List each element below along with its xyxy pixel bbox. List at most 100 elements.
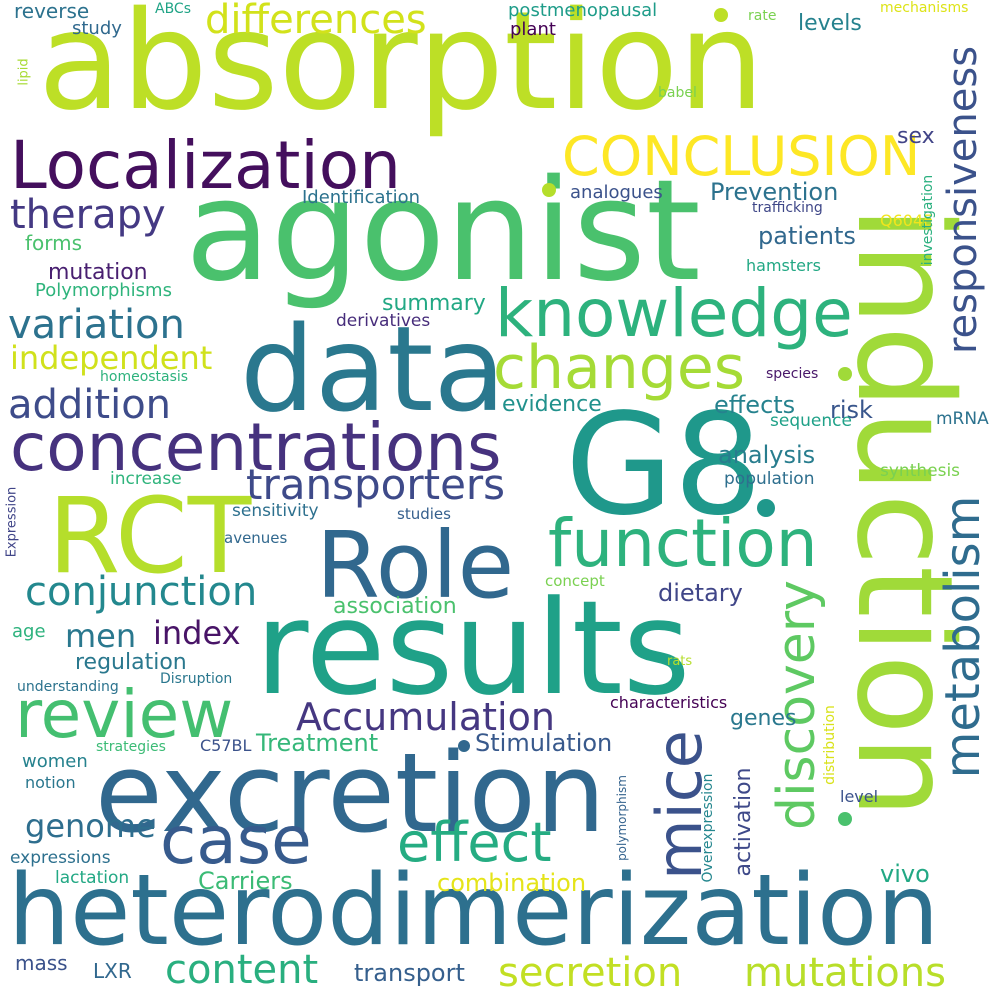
word-q604e: Q604E: [880, 211, 934, 230]
word-summary: summary: [382, 291, 486, 316]
word-sensitivity: sensitivity: [232, 501, 319, 521]
word-forms: forms: [25, 231, 83, 255]
word-notion: notion: [25, 773, 76, 792]
dot-agonist: [838, 812, 852, 826]
word-heterodimerization: heterodimerization: [8, 854, 940, 968]
word-genes: genes: [730, 706, 797, 731]
word-regulation: regulation: [75, 650, 187, 675]
word-identification: Identification: [302, 187, 421, 208]
word-distribution: distribution: [822, 705, 838, 785]
word-rats: rats: [667, 654, 693, 669]
word-transporters: transporters: [246, 460, 506, 509]
word-strategies: strategies: [96, 739, 166, 755]
word-sequence: sequence: [770, 411, 852, 431]
word-disruption: Disruption: [160, 671, 233, 687]
word-rct: RCT: [48, 475, 252, 597]
word-combination: combination: [437, 869, 587, 897]
dot-g8: [757, 499, 775, 517]
word-addition: addition: [8, 382, 172, 428]
word-reverse: reverse: [14, 0, 90, 23]
word-function: function: [548, 505, 818, 582]
word-therapy: therapy: [10, 192, 166, 238]
word-plant: plant: [510, 19, 556, 40]
word-review: review: [15, 676, 234, 753]
word-c57bl: C57BL: [200, 736, 252, 755]
word-polymorphisms: Polymorphisms: [35, 280, 172, 301]
word-agonist: agonist: [185, 150, 701, 313]
word-metabolism: metabolism: [935, 495, 991, 779]
dot-absorption: [714, 8, 728, 22]
word-dietary: dietary: [658, 579, 743, 607]
word-level: level: [840, 787, 879, 806]
word-responsiveness: responsiveness: [940, 45, 986, 355]
word-conclusion: CONCLUSION: [562, 125, 921, 188]
word-rate: rate: [748, 8, 777, 24]
word-studies: studies: [397, 505, 451, 523]
word-risk: risk: [830, 396, 873, 424]
word-study: study: [72, 18, 122, 39]
word-data: data: [240, 300, 506, 438]
word-index: index: [153, 614, 241, 652]
word-effects: effects: [714, 391, 796, 419]
word-synthesis: synthesis: [880, 461, 961, 481]
word-trafficking: trafficking: [752, 200, 823, 216]
word-mass: mass: [15, 951, 68, 975]
word-expressions: expressions: [10, 848, 111, 868]
word-variation: variation: [8, 302, 185, 348]
dot-data: [458, 740, 470, 752]
word-avenues: avenues: [224, 529, 288, 547]
word-sex: sex: [897, 124, 935, 149]
word-characteristics: characteristics: [610, 693, 728, 712]
word-transport: transport: [354, 959, 465, 987]
word-conjunction: conjunction: [25, 569, 258, 615]
word-species: species: [766, 366, 819, 382]
word-excretion: excretion: [95, 729, 606, 857]
word-homeostasis: homeostasis: [100, 369, 189, 385]
word-role: Role: [316, 512, 515, 619]
word-effect: effect: [397, 811, 552, 874]
word-expression: Expression: [4, 486, 20, 558]
word-increase: increase: [110, 469, 182, 489]
word-concentrations: concentrations: [10, 409, 502, 486]
word-lactation: lactation: [55, 868, 130, 888]
word-lipid: lipid: [16, 58, 32, 86]
word-content: content: [165, 947, 319, 993]
word-derivatives: derivatives: [336, 311, 431, 331]
word-evidence: evidence: [502, 392, 602, 417]
word-babel: babel: [658, 85, 697, 101]
word-activation: activation: [731, 767, 756, 877]
word-carriers: Carriers: [198, 867, 293, 895]
word-concept: concept: [545, 572, 605, 590]
word-knowledge: knowledge: [495, 275, 853, 352]
word-men: men: [65, 617, 137, 655]
word-analysis: analysis: [718, 441, 816, 469]
word-secretion: secretion: [498, 950, 683, 996]
word-independent: independent: [10, 339, 213, 377]
word-stimulation: Stimulation: [475, 729, 613, 757]
word-differences: differences: [205, 0, 427, 43]
word-analogues: analogues: [570, 182, 663, 203]
word-vivo: vivo: [880, 860, 930, 888]
word-localization: Localization: [10, 127, 401, 204]
word-association: association: [333, 594, 457, 619]
dot-rct: [542, 183, 556, 197]
word-g8: G8: [565, 384, 763, 547]
word-levels: levels: [798, 11, 862, 36]
word-treatment: Treatment: [256, 729, 379, 757]
word-mrna: mRNA: [936, 409, 989, 429]
word-polymorphism: polymorphism: [615, 775, 629, 861]
word-women: women: [22, 751, 88, 772]
word-case: case: [160, 802, 312, 879]
word-population: population: [724, 469, 815, 489]
word-postmenopausal: postmenopausal: [508, 0, 658, 21]
word-absorption: absorption: [38, 0, 765, 141]
word-prevention: Prevention: [710, 178, 839, 206]
word-accumulation: Accumulation: [296, 695, 555, 739]
word-results: results: [255, 572, 691, 724]
word-mechanisms: mechanisms: [880, 0, 969, 16]
word-understanding: understanding: [17, 679, 119, 695]
word-overexpression: Overexpression: [700, 773, 716, 883]
word-patients: patients: [758, 222, 856, 250]
word-age: age: [12, 621, 46, 642]
